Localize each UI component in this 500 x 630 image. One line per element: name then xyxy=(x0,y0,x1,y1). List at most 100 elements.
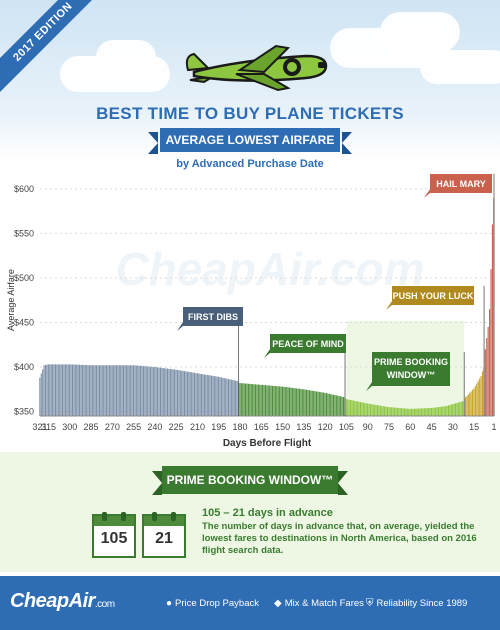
bar xyxy=(250,383,252,416)
annotation-label: PEACE OF MIND xyxy=(272,339,344,349)
cheapair-logo[interactable]: CheapAir.com xyxy=(10,590,115,612)
bar xyxy=(436,407,438,416)
bar xyxy=(273,385,275,416)
bar xyxy=(233,380,235,416)
bar xyxy=(121,365,123,416)
annotation-tail xyxy=(386,301,392,310)
bar xyxy=(193,372,196,416)
bar xyxy=(134,365,136,416)
bar xyxy=(182,370,184,416)
x-tick-label: 270 xyxy=(105,422,120,432)
bar xyxy=(467,394,469,416)
bar xyxy=(175,369,177,416)
bar xyxy=(166,368,169,416)
calendar-end-value: 21 xyxy=(155,530,173,547)
bar xyxy=(260,384,262,416)
bar xyxy=(374,404,376,416)
x-tick-label: 225 xyxy=(169,422,184,432)
bar xyxy=(491,224,493,416)
bar xyxy=(222,377,224,416)
x-tick-label: 150 xyxy=(275,422,290,432)
bar xyxy=(151,366,153,416)
bar xyxy=(96,365,98,416)
bar xyxy=(402,408,404,416)
bar xyxy=(70,364,72,416)
bar xyxy=(432,407,434,416)
bar xyxy=(213,376,215,416)
bar xyxy=(340,396,342,416)
bar xyxy=(297,388,299,416)
bar xyxy=(263,385,265,416)
annotation-tail xyxy=(264,349,270,358)
page-title: BEST TIME TO BUY PLANE TICKETS xyxy=(96,104,404,123)
bar xyxy=(393,407,396,416)
bar xyxy=(311,390,313,416)
bar xyxy=(113,365,115,416)
bar xyxy=(345,399,347,416)
bar xyxy=(49,364,51,416)
bar xyxy=(331,394,333,416)
bar xyxy=(216,376,218,416)
feature-price-drop: ● Price Drop Payback xyxy=(166,598,259,609)
bar xyxy=(342,396,345,416)
x-tick-label: 1 xyxy=(491,422,496,432)
subtitle: by Advanced Purchase Date xyxy=(176,158,324,170)
bar xyxy=(386,406,389,416)
bar xyxy=(230,379,232,416)
bar xyxy=(176,369,179,416)
annotation-box xyxy=(392,286,474,305)
bar xyxy=(196,373,198,416)
bar xyxy=(267,385,269,416)
bar xyxy=(287,387,289,416)
bar xyxy=(42,369,44,416)
bar xyxy=(308,390,310,416)
bar xyxy=(489,309,491,416)
bar xyxy=(262,384,264,416)
x-tick-label: 45 xyxy=(427,422,437,432)
bar xyxy=(442,406,444,416)
annotation-label: FIRST DIBS xyxy=(188,312,238,322)
bar xyxy=(69,364,71,416)
bar xyxy=(253,384,255,416)
shield-icon: ⛨ xyxy=(366,598,374,609)
bar xyxy=(464,397,467,416)
bar xyxy=(452,404,454,416)
bar xyxy=(154,367,156,416)
bar xyxy=(94,365,96,416)
bar xyxy=(80,364,82,416)
bar xyxy=(328,393,330,416)
bar xyxy=(456,402,458,416)
bar xyxy=(460,401,462,416)
bar xyxy=(145,366,147,416)
y-tick-label: $450 xyxy=(14,317,34,327)
bar xyxy=(352,400,354,416)
bar xyxy=(259,384,261,416)
bar xyxy=(313,390,315,416)
bar xyxy=(186,371,188,416)
bar xyxy=(277,386,279,416)
bar xyxy=(239,383,241,416)
bar xyxy=(168,368,170,416)
bar xyxy=(293,388,295,416)
bar xyxy=(406,408,408,416)
bar xyxy=(162,368,164,416)
bar xyxy=(401,408,403,416)
annotation-label: WINDOW™ xyxy=(387,370,436,380)
bar xyxy=(125,365,127,416)
bar xyxy=(100,365,102,416)
bar xyxy=(179,370,181,416)
x-tick-label: 60 xyxy=(405,422,415,432)
bar xyxy=(304,389,306,416)
bar xyxy=(291,387,293,416)
bar xyxy=(418,408,420,416)
bar xyxy=(252,384,254,416)
bar xyxy=(368,403,370,416)
bar xyxy=(321,392,323,416)
bar xyxy=(433,407,435,416)
bar xyxy=(315,391,318,416)
bar xyxy=(447,405,450,416)
bar xyxy=(288,387,291,416)
bar xyxy=(178,370,180,416)
x-tick-label: 90 xyxy=(363,422,373,432)
bar xyxy=(61,364,64,416)
